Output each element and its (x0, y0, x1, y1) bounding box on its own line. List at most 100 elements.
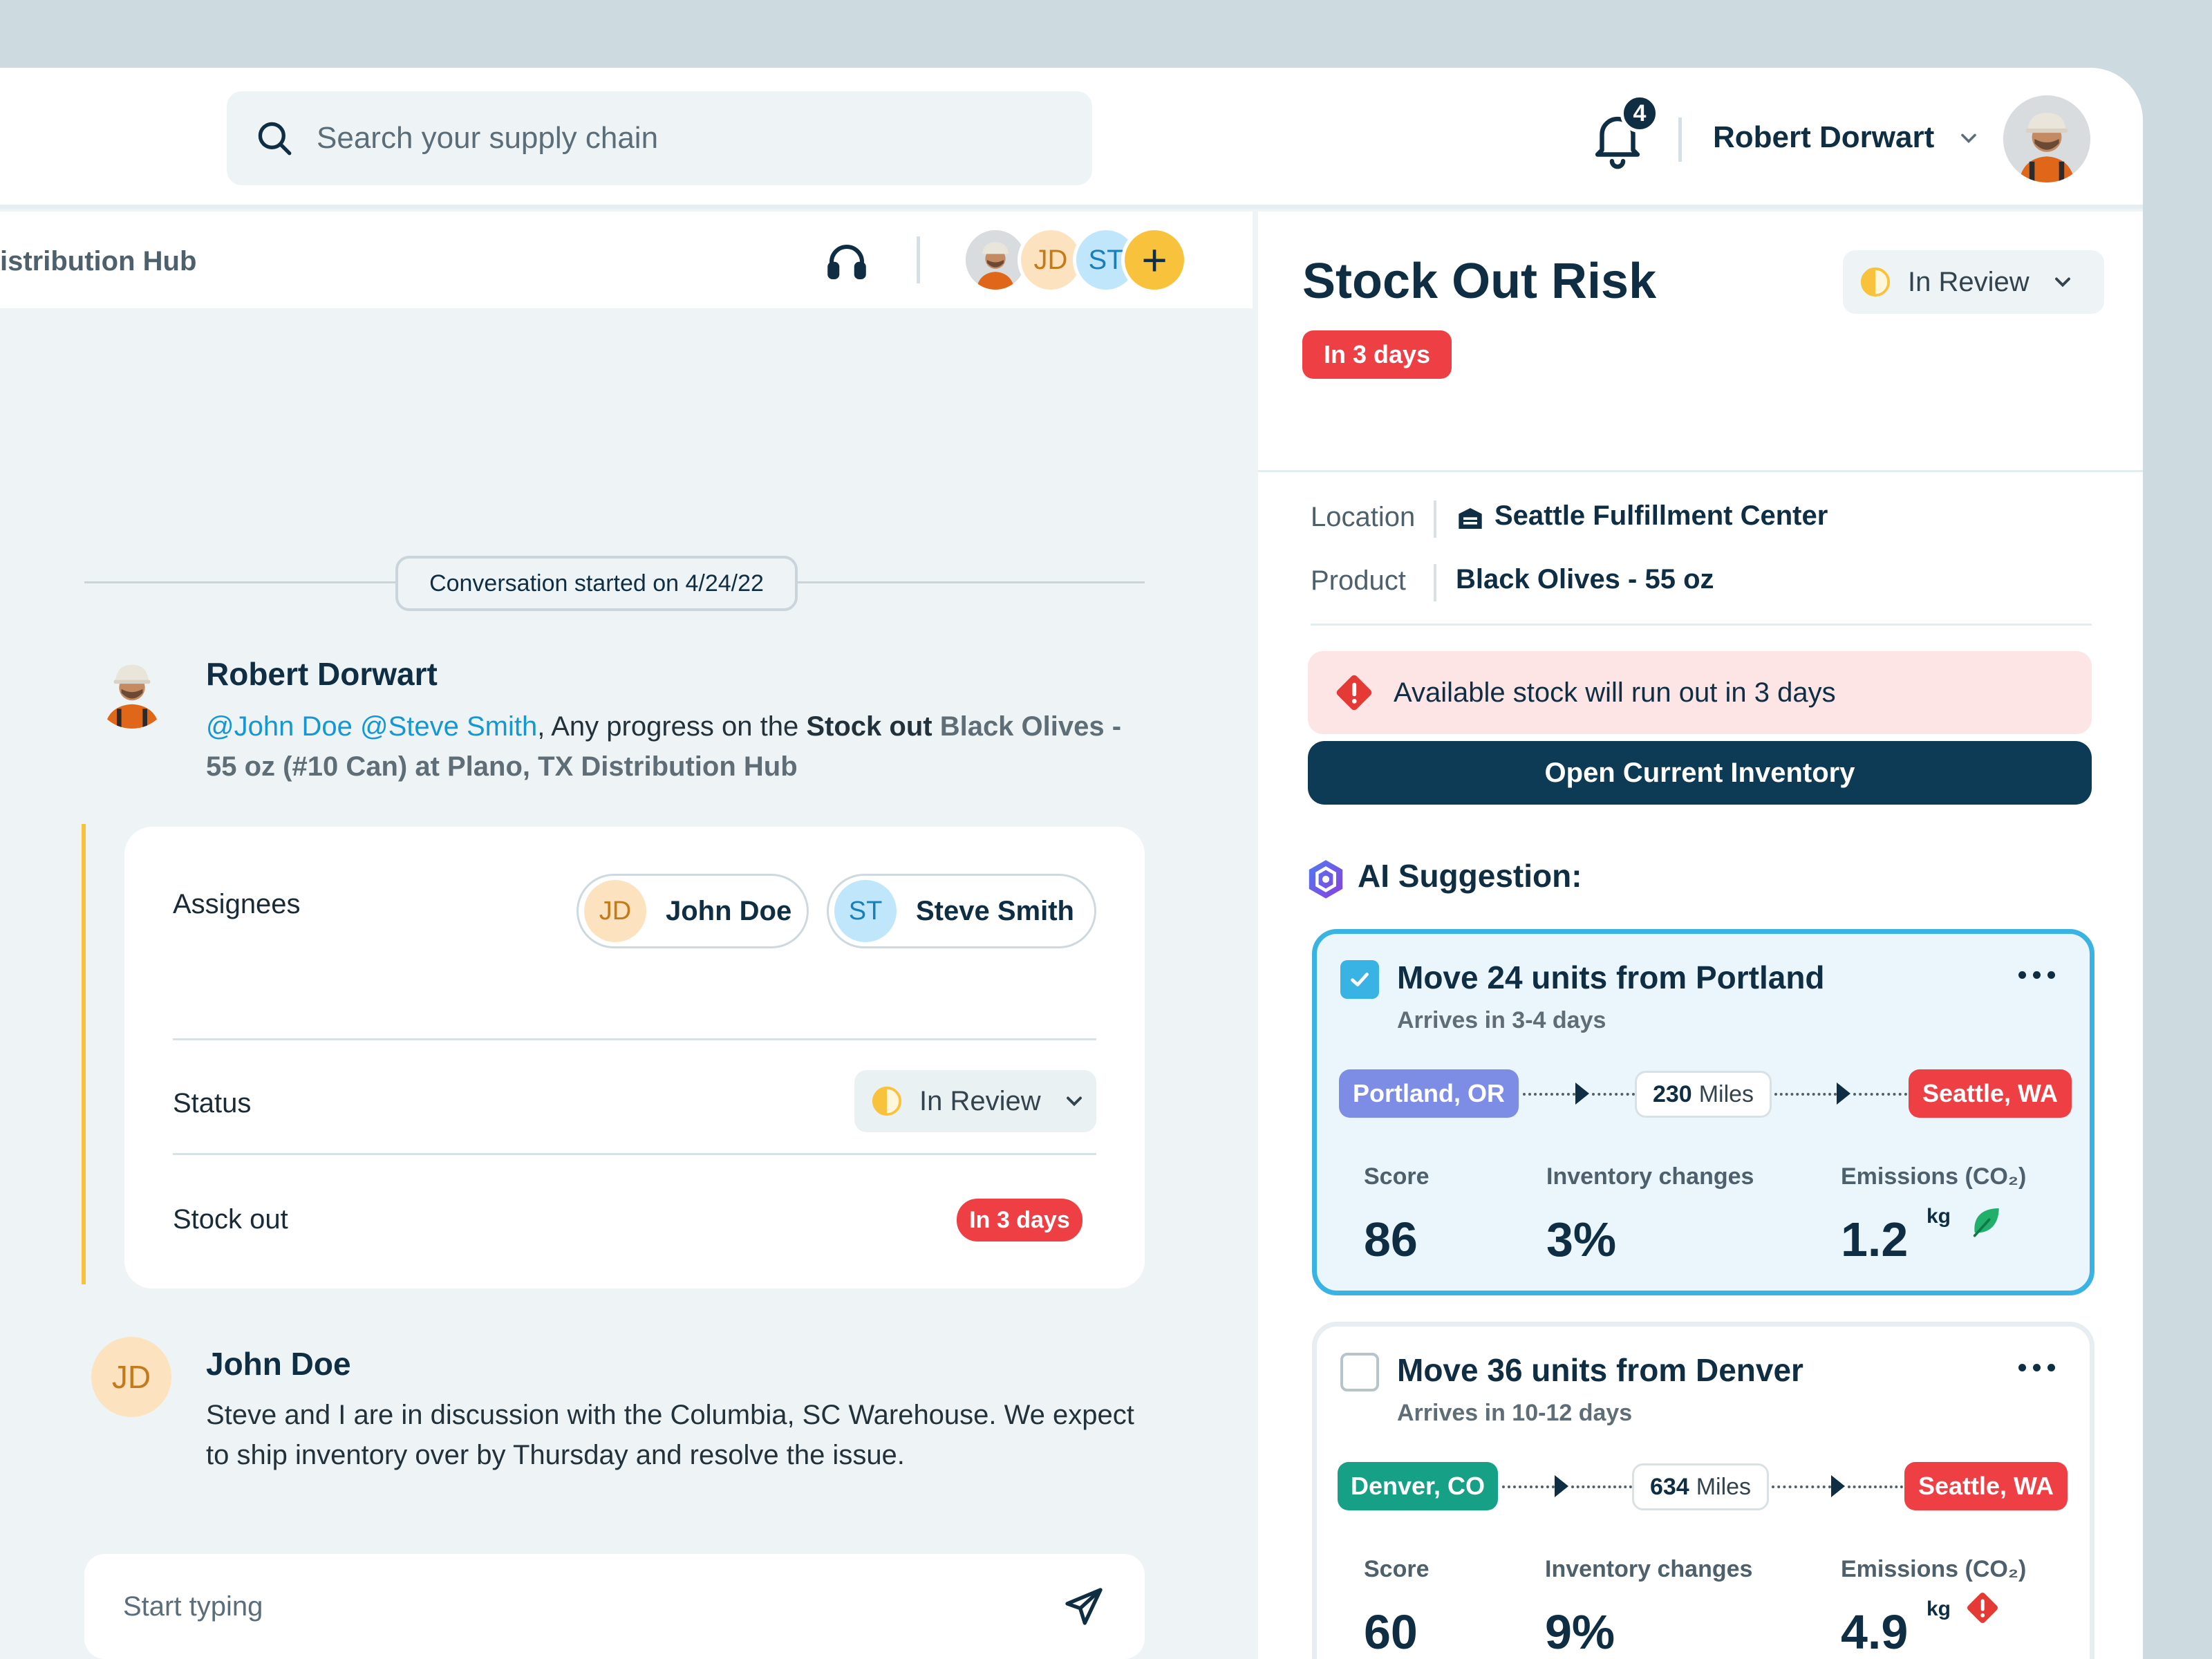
top-bar: Search your supply chain 4 Robert Dorwar… (0, 68, 2143, 209)
open-inventory-button[interactable]: Open Current Inventory (1308, 741, 2092, 805)
status-value: In Review (1908, 266, 2030, 297)
suggestion-title: Move 24 units from Portland (1397, 959, 1825, 995)
product-value[interactable]: Black Olives - 55 oz (1456, 564, 1714, 594)
emissions-label: Emissions (CO₂) (1841, 1163, 2027, 1190)
app-window: Search your supply chain 4 Robert Dorwar… (0, 68, 2143, 1659)
assignee-name: Steve Smith (916, 895, 1074, 926)
suggestion-subtitle: Arrives in 10-12 days (1397, 1400, 1633, 1426)
suggestion-title: Move 36 units from Denver (1397, 1352, 1803, 1388)
route-arrow-icon (1555, 1475, 1568, 1497)
inventory-change-value: 9% (1545, 1605, 1615, 1659)
message-bold-text: Stock out (806, 711, 932, 742)
message-author: John Doe (206, 1346, 351, 1382)
search-bar[interactable]: Search your supply chain (227, 91, 1092, 185)
send-icon[interactable] (1062, 1584, 1106, 1629)
more-options-icon[interactable] (2018, 1364, 2055, 1371)
suggestion-checkbox[interactable] (1340, 1353, 1379, 1391)
message-item-text: Black Olives - (932, 711, 1122, 742)
route-line (1853, 1093, 1907, 1096)
warehouse-icon (1459, 508, 1482, 529)
user-menu-name[interactable]: Robert Dorwart (1713, 120, 1935, 154)
ai-suggestion-heading: AI Suggestion: (1358, 858, 1582, 894)
status-dropdown[interactable]: In Review (854, 1070, 1096, 1132)
assignee-chip-steve[interactable]: ST Steve Smith (827, 874, 1096, 948)
chevron-down-icon[interactable] (1956, 126, 1981, 151)
route-arrow-icon (1837, 1082, 1850, 1105)
divider (173, 1038, 1096, 1040)
mention-link[interactable]: @Steve Smith (359, 711, 538, 742)
leaf-icon (1973, 1208, 1999, 1237)
destination-location: Seattle, WA (1904, 1462, 2068, 1510)
panel-title: Stock Out Risk (1302, 254, 1657, 309)
score-label: Score (1364, 1556, 1430, 1582)
score-label: Score (1364, 1163, 1430, 1190)
user-avatar[interactable] (2003, 95, 2090, 182)
divider (917, 236, 920, 283)
stockout-badge: In 3 days (957, 1199, 1082, 1241)
assignee-chip-john[interactable]: JD John Doe (577, 874, 809, 948)
suggestion-card-denver[interactable]: Move 36 units from Denver Arrives in 10-… (1312, 1322, 2094, 1659)
message-composer[interactable]: Start typing (84, 1554, 1145, 1659)
message-item-text: 55 oz (#10 Can) at Plano, TX Distributio… (206, 751, 798, 782)
more-options-icon[interactable] (2018, 971, 2055, 979)
add-participant-button[interactable]: + (1121, 227, 1188, 293)
status-value: In Review (919, 1085, 1041, 1116)
divider (1434, 564, 1436, 601)
location-label: Location (1311, 502, 1416, 532)
alert-diamond-icon (1336, 675, 1372, 711)
message-input[interactable]: Start typing (123, 1591, 263, 1622)
route-line (1848, 1485, 1903, 1488)
divider (1311, 624, 2092, 626)
warning-icon (1967, 1592, 1998, 1624)
notification-badge: 4 (1620, 94, 1659, 133)
emissions-value: 1.2 (1841, 1212, 1909, 1266)
origin-location: Portland, OR (1339, 1069, 1519, 1118)
route-line (1502, 1485, 1555, 1488)
origin-location: Denver, CO (1338, 1462, 1498, 1510)
message-avatar-robert (94, 653, 170, 729)
participant-avatar-st[interactable]: ST (1073, 227, 1139, 293)
mention-link[interactable]: @John Doe (206, 711, 353, 742)
inventory-change-label: Inventory changes (1546, 1163, 1754, 1190)
search-input[interactable]: Search your supply chain (317, 121, 659, 155)
assignees-label: Assignees (173, 889, 301, 919)
chat-header: istribution Hub JD ST + (0, 212, 1253, 308)
alert-text: Available stock will run out in 3 days (1394, 677, 1836, 708)
location-value[interactable]: Seattle Fulfillment Center (1494, 500, 1828, 531)
divider (1258, 470, 2143, 472)
stockout-label: Stock out (173, 1204, 288, 1235)
headset-icon[interactable] (824, 239, 870, 285)
chevron-down-icon (1066, 1096, 1082, 1107)
distance-badge: 634 Miles (1632, 1463, 1769, 1510)
search-icon (258, 122, 292, 156)
worker-avatar-icon (966, 230, 1025, 290)
message-avatar-jd: JD (91, 1337, 171, 1417)
worker-avatar-icon (2003, 95, 2090, 182)
assignee-name: John Doe (666, 895, 792, 926)
route-line (1523, 1093, 1575, 1096)
status-dropdown[interactable]: In Review (1843, 250, 2104, 314)
participant-avatar-robert[interactable] (962, 227, 1029, 293)
message-text: to ship inventory over by Thursday and r… (206, 1440, 905, 1470)
message-body: Steve and I are in discussion with the C… (206, 1395, 1160, 1475)
suggestion-subtitle: Arrives in 3-4 days (1397, 1007, 1606, 1033)
thread-indicator (82, 824, 86, 1284)
route-arrow-icon (1831, 1475, 1845, 1497)
message-text: Steve and I are in discussion with the C… (206, 1400, 1134, 1430)
message-body: @John Doe @Steve Smith, Any progress on … (206, 706, 1160, 787)
divider (1678, 118, 1682, 162)
stock-out-risk-panel: Stock Out Risk In 3 days In Review Locat… (1258, 212, 2143, 1659)
suggestion-checkbox[interactable] (1340, 960, 1379, 999)
chat-title: istribution Hub (0, 246, 197, 276)
route-line (1772, 1485, 1831, 1488)
message-author: Robert Dorwart (206, 656, 438, 692)
risk-timeframe-badge: In 3 days (1302, 330, 1452, 379)
distance-badge: 230 Miles (1635, 1071, 1772, 1118)
product-label: Product (1311, 565, 1406, 596)
distance-value: 634 (1649, 1473, 1689, 1500)
divider (173, 1153, 1096, 1155)
conversation-start-label: Conversation started on 4/24/22 (395, 556, 798, 611)
ai-hexagon-icon (1309, 860, 1343, 899)
emissions-unit: kg (1927, 1205, 1951, 1228)
suggestion-card-portland[interactable]: Move 24 units from Portland Arrives in 3… (1312, 929, 2094, 1295)
